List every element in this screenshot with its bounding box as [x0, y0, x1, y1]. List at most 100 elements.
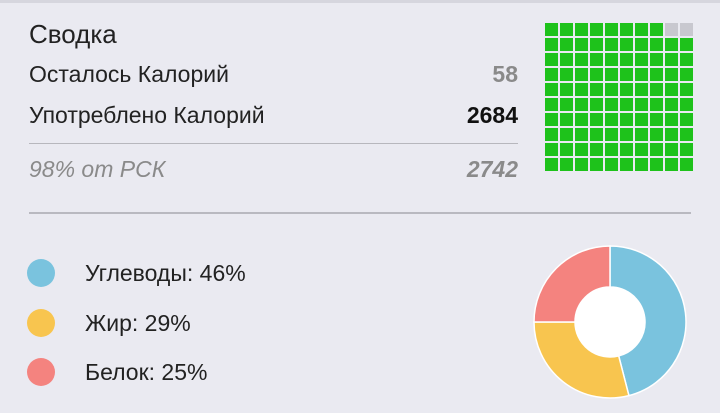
- waffle-cell-filled: [545, 23, 558, 36]
- waffle-cell-filled: [650, 38, 663, 51]
- waffle-cell-filled: [650, 143, 663, 156]
- waffle-cell-filled: [650, 83, 663, 96]
- waffle-cell-filled: [590, 23, 603, 36]
- waffle-svg: [545, 23, 693, 171]
- consumed-calories-label: Употреблено Калорий: [29, 101, 265, 128]
- waffle-cell-filled: [620, 113, 633, 126]
- waffle-cell-filled: [590, 143, 603, 156]
- waffle-cell-filled: [665, 38, 678, 51]
- waffle-cell-filled: [590, 38, 603, 51]
- waffle-cell-filled: [680, 98, 693, 111]
- waffle-cell-filled: [560, 98, 573, 111]
- waffle-cell-filled: [560, 38, 573, 51]
- waffle-cell-filled: [620, 98, 633, 111]
- waffle-cell-empty: [665, 23, 678, 36]
- waffle-cell-filled: [590, 83, 603, 96]
- legend-item-fat: Жир: 29%: [27, 304, 191, 342]
- waffle-cell-filled: [560, 83, 573, 96]
- waffle-cell-filled: [605, 68, 618, 81]
- waffle-cell-filled: [635, 38, 648, 51]
- waffle-cell-filled: [575, 83, 588, 96]
- waffle-cell-filled: [680, 113, 693, 126]
- waffle-cell-filled: [680, 38, 693, 51]
- waffle-cell-filled: [635, 98, 648, 111]
- summary-title: Сводка: [29, 19, 117, 49]
- donut-svg: [533, 245, 687, 399]
- waffle-cell-filled: [650, 98, 663, 111]
- waffle-cell-filled: [650, 128, 663, 141]
- waffle-cell-filled: [620, 38, 633, 51]
- waffle-cell-filled: [635, 53, 648, 66]
- waffle-cell-filled: [635, 83, 648, 96]
- waffle-cell-filled: [620, 68, 633, 81]
- waffle-cell-filled: [605, 158, 618, 171]
- waffle-cell-filled: [545, 83, 558, 96]
- waffle-cell-filled: [605, 128, 618, 141]
- legend-label-carbs: Углеводы: 46%: [85, 259, 246, 286]
- waffle-cell-filled: [650, 53, 663, 66]
- consumed-calories-row: Употреблено Калорий 2684: [29, 100, 518, 130]
- waffle-cell-filled: [635, 143, 648, 156]
- waffle-cell-filled: [680, 68, 693, 81]
- waffle-cell-filled: [635, 113, 648, 126]
- waffle-cell-filled: [560, 23, 573, 36]
- legend-item-protein: Белок: 25%: [27, 353, 207, 391]
- waffle-cell-filled: [575, 38, 588, 51]
- waffle-cell-filled: [590, 68, 603, 81]
- waffle-cell-filled: [620, 128, 633, 141]
- section-divider: [29, 212, 691, 214]
- waffle-cell-filled: [560, 128, 573, 141]
- waffle-cell-filled: [680, 158, 693, 171]
- waffle-cell-filled: [545, 53, 558, 66]
- waffle-cell-filled: [635, 23, 648, 36]
- waffle-cell-filled: [575, 68, 588, 81]
- macro-donut-chart: [533, 245, 687, 399]
- waffle-cell-filled: [545, 68, 558, 81]
- remaining-calories-label: Осталось Калорий: [29, 60, 229, 87]
- waffle-cell-filled: [605, 23, 618, 36]
- waffle-cell-filled: [650, 113, 663, 126]
- waffle-cell-filled: [560, 143, 573, 156]
- waffle-cell-filled: [680, 83, 693, 96]
- waffle-cell-filled: [680, 128, 693, 141]
- calorie-waffle-grid: [544, 22, 694, 172]
- fat-dot-icon: [27, 309, 55, 337]
- top-strip: [0, 0, 720, 3]
- waffle-cell-filled: [680, 143, 693, 156]
- waffle-cell-filled: [650, 68, 663, 81]
- waffle-cell-filled: [635, 128, 648, 141]
- waffle-cell-filled: [635, 158, 648, 171]
- waffle-cell-filled: [665, 143, 678, 156]
- consumed-calories-value: 2684: [466, 101, 518, 128]
- waffle-cell-filled: [665, 158, 678, 171]
- waffle-cell-filled: [575, 143, 588, 156]
- waffle-cell-filled: [575, 128, 588, 141]
- waffle-cell-filled: [620, 158, 633, 171]
- waffle-cell-empty: [680, 23, 693, 36]
- waffle-cell-filled: [590, 98, 603, 111]
- waffle-cell-filled: [545, 98, 558, 111]
- waffle-cell-filled: [605, 53, 618, 66]
- remaining-calories-value: 58: [492, 60, 518, 87]
- waffle-cell-filled: [620, 53, 633, 66]
- waffle-cell-filled: [605, 38, 618, 51]
- waffle-cell-filled: [665, 83, 678, 96]
- waffle-cell-filled: [560, 113, 573, 126]
- waffle-cell-filled: [605, 83, 618, 96]
- carbs-dot-icon: [27, 259, 55, 287]
- waffle-cell-filled: [665, 68, 678, 81]
- waffle-cell-filled: [620, 143, 633, 156]
- waffle-cell-filled: [650, 158, 663, 171]
- waffle-cell-filled: [575, 158, 588, 171]
- protein-dot-icon: [27, 358, 55, 386]
- waffle-cell-filled: [560, 158, 573, 171]
- legend-label-protein: Белок: 25%: [85, 358, 208, 385]
- donut-hole: [575, 287, 645, 357]
- waffle-cell-filled: [545, 128, 558, 141]
- rsk-label: 98% от РСК: [29, 155, 166, 182]
- legend-label-fat: Жир: 29%: [85, 309, 191, 336]
- waffle-cell-filled: [650, 23, 663, 36]
- waffle-cell-filled: [560, 68, 573, 81]
- waffle-cell-filled: [635, 68, 648, 81]
- legend-item-carbs: Углеводы: 46%: [27, 254, 246, 292]
